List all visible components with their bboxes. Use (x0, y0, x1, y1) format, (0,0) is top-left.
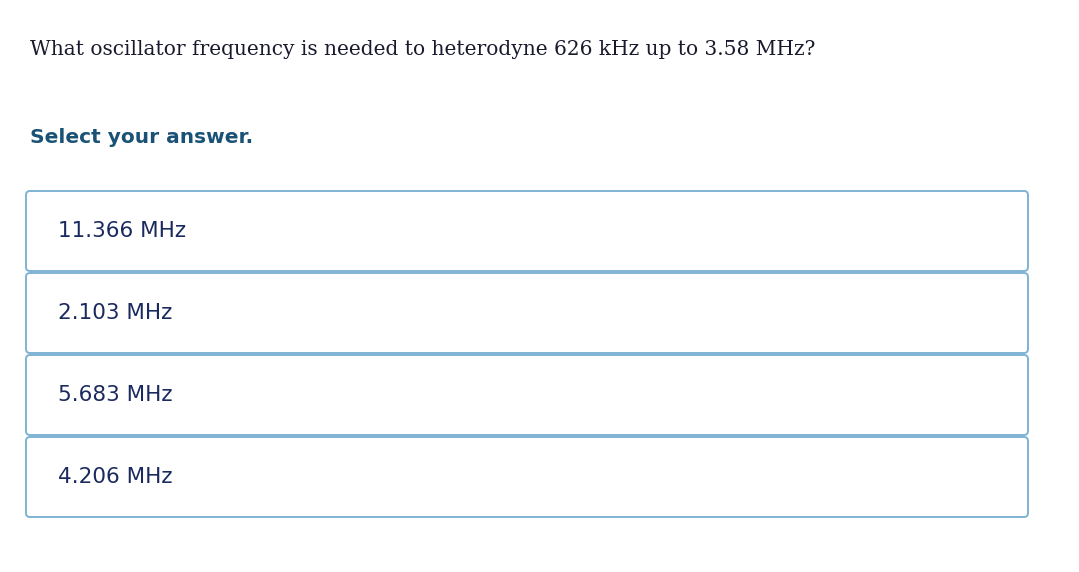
FancyBboxPatch shape (26, 355, 1028, 435)
FancyBboxPatch shape (26, 191, 1028, 271)
Text: What oscillator frequency is needed to heterodyne 626 kHz up to 3.58 MHz?: What oscillator frequency is needed to h… (30, 40, 816, 59)
Text: 5.683 MHz: 5.683 MHz (58, 385, 173, 405)
Text: 2.103 MHz: 2.103 MHz (58, 303, 173, 323)
Text: 11.366 MHz: 11.366 MHz (58, 221, 186, 241)
FancyBboxPatch shape (26, 437, 1028, 517)
Text: Select your answer.: Select your answer. (30, 128, 254, 147)
FancyBboxPatch shape (26, 273, 1028, 353)
Text: 4.206 MHz: 4.206 MHz (58, 467, 173, 487)
